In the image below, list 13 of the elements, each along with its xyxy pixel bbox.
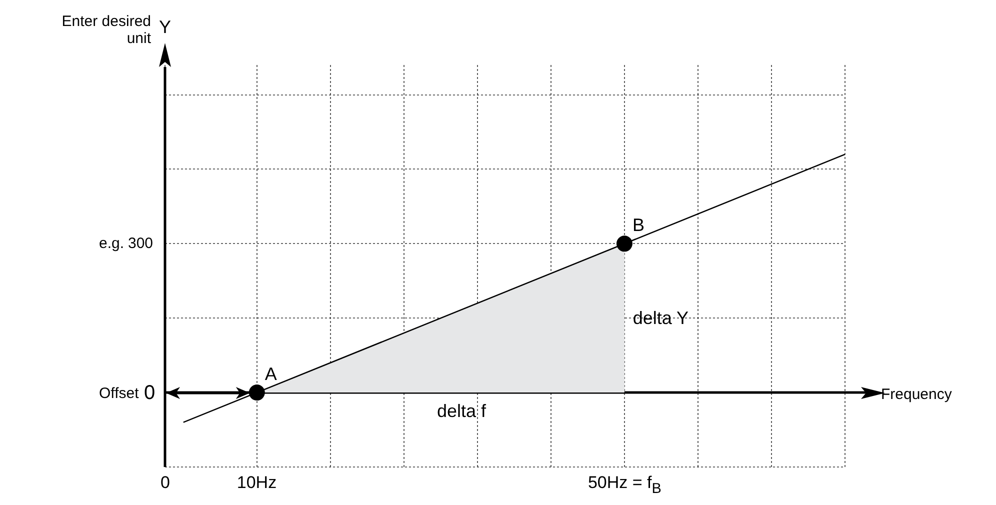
x-axis-title: Frequency <box>881 386 952 404</box>
text: e.g. <box>99 235 124 252</box>
text: Enter desired unit <box>60 13 151 48</box>
y-axis-title: Y <box>159 17 172 37</box>
annotation: B <box>632 214 644 235</box>
text: Offset <box>99 385 139 402</box>
y-tick-label: 300 <box>128 235 154 252</box>
x-tick-label: 10Hz <box>236 473 277 492</box>
annotation: delta Y <box>632 308 689 328</box>
annotation: A <box>264 364 277 384</box>
x-tick-label: 50Hz = f$_{B}$ <box>588 473 662 498</box>
x-tick-label: 0 <box>160 473 170 492</box>
annotation: delta f <box>437 400 486 421</box>
